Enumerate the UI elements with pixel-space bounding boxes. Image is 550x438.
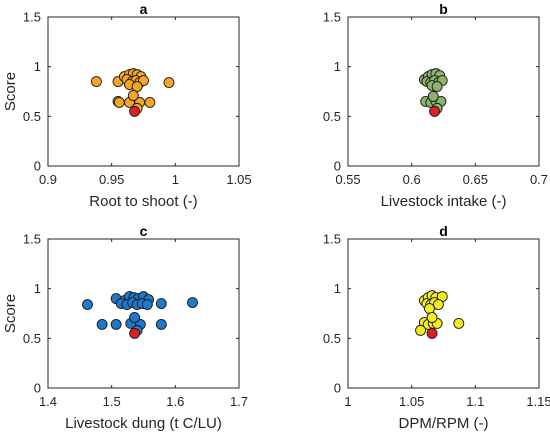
data-point-c	[110, 318, 122, 330]
x-tick-label-d: 1.1	[466, 394, 484, 409]
panel-a: 0.9 0.95 1 1.05 0 0.5 1 1.5 a Root to shoot (-) Sc…	[2, 1, 252, 210]
y-tick-label-a: 0.5	[23, 109, 41, 124]
x-axis-label-c: Livestock dung (t C/LU)	[65, 415, 222, 432]
x-tick-label-d: 1.05	[399, 394, 424, 409]
data-point-b	[427, 91, 439, 102]
y-tick-label-d: 1.5	[323, 232, 341, 247]
x-tick-label-c: 1.7	[230, 394, 248, 409]
highlight-point-c	[129, 327, 141, 339]
y-tick-label-a: 1	[34, 59, 41, 74]
data-point-c	[129, 312, 141, 323]
y-tick-label-c: 1.5	[23, 232, 41, 247]
data-point-d	[432, 299, 444, 311]
highlight-point-d	[426, 327, 438, 339]
data-point-c	[82, 299, 93, 311]
x-axis-label-a: Root to shoot (-)	[89, 193, 197, 210]
y-tick-label-d: 1	[334, 281, 341, 296]
data-point-c	[96, 318, 108, 330]
data-point-b	[431, 81, 443, 92]
y-tick-label-a: 1.5	[23, 10, 41, 25]
data-point-d	[424, 303, 435, 314]
panel-d: 1 1.05 1.1 1.15 0 0.5 1 1.5 d DPM/RPM (-)	[323, 223, 550, 432]
x-tick-label-a: 1	[172, 172, 179, 187]
highlight-point-b	[429, 105, 441, 117]
data-point-a	[163, 77, 175, 89]
x-tick-label-c: 1.6	[166, 394, 184, 409]
data-point-a	[131, 81, 143, 92]
axis-box-b	[347, 16, 540, 167]
y-tick-label-c: 0	[34, 381, 41, 396]
panel-title-c: c	[140, 223, 148, 239]
y-tick-label-b: 1.5	[323, 10, 341, 25]
x-axis-label-b: Livestock intake (-)	[381, 193, 507, 210]
y-tick-label-b: 0	[334, 159, 341, 174]
x-tick-label-b: 0.6	[403, 172, 421, 187]
data-point-c	[141, 299, 153, 311]
panel-title-d: d	[439, 223, 448, 239]
panel-title-b: b	[439, 1, 448, 17]
x-tick-label-b: 0.65	[463, 172, 488, 187]
x-tick-label-d: 1	[344, 394, 351, 409]
x-tick-label-a: 1.05	[226, 172, 251, 187]
x-tick-label-b: 0.55	[335, 172, 360, 187]
data-point-a	[90, 76, 102, 88]
data-point-c	[155, 298, 167, 310]
panel-title-a: a	[140, 1, 148, 17]
data-point-d	[426, 312, 438, 323]
panel-c: 1.4 1.5 1.6 1.7 0 0.5 1 1.5 c Livestock dung (t C…	[2, 223, 248, 432]
y-tick-label-a: 0	[34, 159, 41, 174]
y-tick-label-c: 1	[34, 281, 41, 296]
data-point-c	[155, 318, 167, 330]
highlight-point-a	[129, 105, 141, 117]
x-tick-label-d: 1.15	[526, 394, 550, 409]
x-tick-label-a: 0.9	[39, 172, 57, 187]
x-axis-label-d: DPM/RPM (-)	[399, 415, 489, 432]
data-point-a	[127, 90, 139, 101]
y-tick-label-c: 0.5	[23, 331, 41, 346]
data-point-a	[144, 96, 156, 108]
y-axis-label-c: Score	[2, 294, 19, 333]
x-tick-label-b: 0.7	[530, 172, 548, 187]
y-tick-label-d: 0.5	[323, 331, 341, 346]
panel-b: 0.55 0.6 0.65 0.7 0 0.5 1 1.5 b Livestock intake …	[323, 1, 548, 210]
y-tick-label-b: 0.5	[323, 109, 341, 124]
axis-box-c	[47, 238, 240, 389]
data-point-c	[187, 297, 198, 309]
y-tick-label-d: 0	[334, 381, 341, 396]
x-tick-label-a: 0.95	[99, 172, 124, 187]
data-point-a	[113, 96, 125, 108]
x-tick-label-c: 1.4	[39, 394, 57, 409]
axis-box-a	[47, 16, 240, 167]
y-tick-label-b: 1	[334, 59, 341, 74]
data-point-d	[415, 324, 427, 336]
data-point-d	[453, 317, 465, 329]
y-axis-label-a: Score	[2, 72, 19, 111]
axis-box-d	[347, 238, 540, 389]
x-tick-label-c: 1.5	[103, 394, 121, 409]
